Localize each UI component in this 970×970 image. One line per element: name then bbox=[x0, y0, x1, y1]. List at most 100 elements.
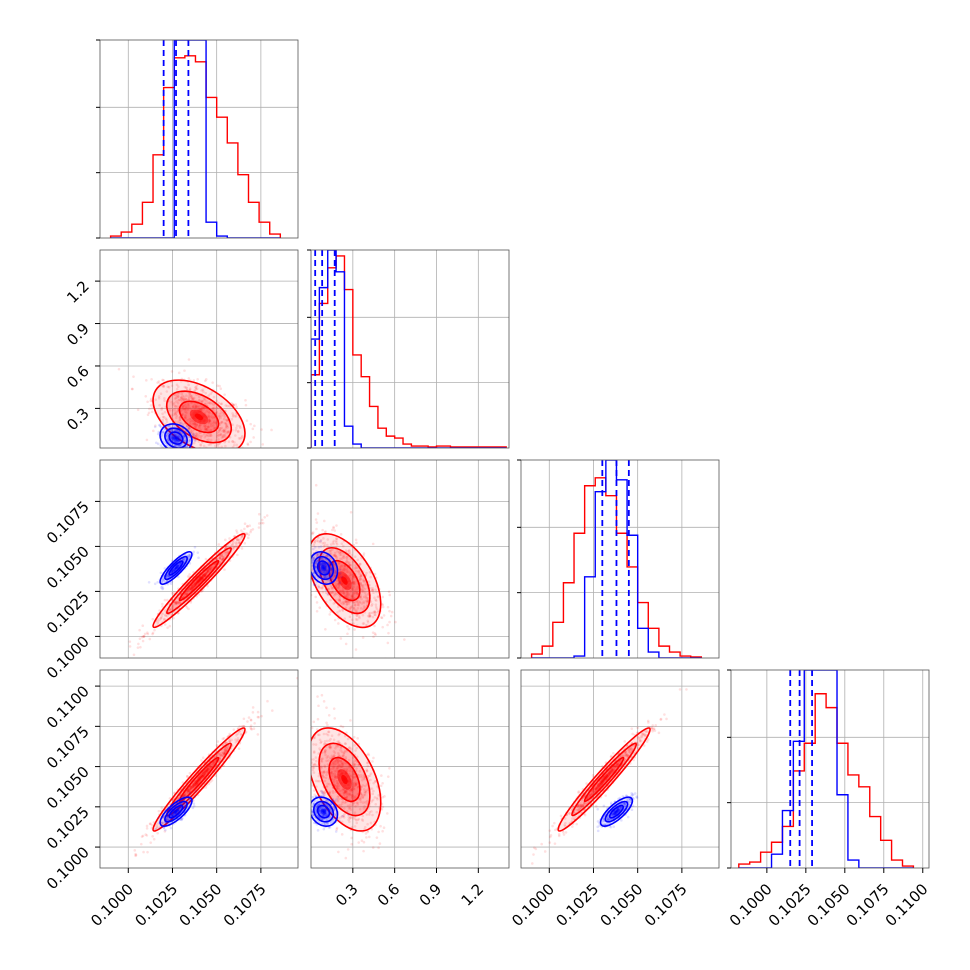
scatter-point bbox=[311, 532, 314, 536]
scatter-point bbox=[215, 399, 219, 403]
scatter-point bbox=[355, 746, 359, 750]
scatter-point bbox=[210, 434, 213, 437]
gridlines bbox=[731, 670, 929, 868]
scatter-point bbox=[321, 553, 325, 556]
scatter-point bbox=[246, 443, 250, 447]
scatter-point bbox=[362, 622, 366, 625]
scatter-point bbox=[242, 724, 245, 728]
scatter-point bbox=[219, 554, 223, 557]
scatter-point bbox=[166, 433, 169, 437]
scatter-point bbox=[145, 827, 149, 830]
scatter-point bbox=[322, 545, 326, 548]
scatter-point bbox=[174, 396, 178, 400]
scatter-point bbox=[313, 541, 316, 545]
scatter-point bbox=[178, 602, 182, 605]
scatter-point bbox=[154, 424, 157, 427]
scatter-point bbox=[321, 773, 325, 776]
scatter-point bbox=[334, 539, 338, 543]
scatter-point bbox=[138, 628, 141, 632]
scatter-point bbox=[208, 419, 212, 423]
scatter-point bbox=[354, 804, 357, 808]
scatter-point bbox=[351, 773, 355, 776]
scatter-point bbox=[366, 599, 369, 603]
scatter-point bbox=[362, 849, 365, 853]
scatter-point bbox=[350, 796, 354, 800]
scatter-point bbox=[369, 772, 373, 775]
scatter-point bbox=[378, 842, 382, 845]
scatter-point bbox=[156, 823, 159, 826]
scatter-point bbox=[363, 591, 367, 594]
contour-bands-blue bbox=[311, 551, 339, 586]
scatter-point bbox=[345, 600, 349, 604]
scatter-point bbox=[327, 730, 331, 734]
scatter-point bbox=[216, 384, 219, 387]
scatter-point bbox=[328, 613, 332, 616]
scatter-point bbox=[362, 793, 365, 797]
scatter-point bbox=[342, 815, 346, 819]
scatter-point bbox=[166, 438, 170, 441]
scatter-point bbox=[149, 841, 153, 844]
scatter-point bbox=[312, 720, 316, 724]
scatter-point bbox=[363, 587, 367, 591]
scatter-point bbox=[226, 425, 230, 429]
scatter-point bbox=[332, 764, 335, 768]
scatter-point bbox=[380, 808, 384, 811]
scatter-point bbox=[184, 416, 187, 420]
scatter-point bbox=[193, 425, 197, 429]
scatter-point bbox=[313, 545, 317, 549]
scatter-point bbox=[192, 379, 196, 382]
scatter-point bbox=[351, 576, 354, 579]
scatter-point bbox=[335, 798, 338, 801]
scatter-point bbox=[328, 579, 332, 583]
scatter-point bbox=[368, 615, 371, 619]
scatter-point bbox=[321, 770, 324, 774]
scatter-point bbox=[198, 426, 201, 429]
scatter-point bbox=[388, 609, 391, 613]
scatter-point bbox=[186, 407, 190, 410]
scatter-point bbox=[358, 616, 361, 620]
scatter-point bbox=[207, 415, 211, 418]
scatter-point bbox=[347, 593, 351, 596]
scatter-point bbox=[362, 589, 365, 593]
scatter-point bbox=[221, 555, 225, 559]
scatter-point bbox=[372, 635, 375, 639]
scatter-point bbox=[188, 791, 192, 795]
scatter-point bbox=[329, 552, 333, 555]
scatter-point bbox=[388, 766, 391, 770]
scatter-point bbox=[322, 743, 326, 746]
scatter-point bbox=[161, 602, 164, 606]
scatter-point bbox=[164, 427, 168, 431]
scatter-point bbox=[369, 821, 373, 825]
scatter-point bbox=[192, 433, 196, 436]
scatter-point bbox=[335, 770, 338, 773]
scatter-point bbox=[328, 745, 331, 748]
scatter-point bbox=[181, 449, 184, 452]
scatter-point bbox=[219, 561, 222, 564]
scatter-point bbox=[132, 375, 135, 378]
scatter-point bbox=[379, 784, 383, 788]
scatter-point bbox=[151, 632, 154, 636]
scatter-point bbox=[352, 607, 356, 610]
scatter-point bbox=[338, 763, 341, 767]
scatter-point bbox=[142, 635, 145, 638]
scatter-point bbox=[161, 579, 165, 582]
scatter-point bbox=[358, 807, 362, 811]
scatter-point bbox=[359, 607, 363, 610]
scatter-point bbox=[197, 407, 200, 411]
scatter-point bbox=[338, 551, 341, 555]
scatter-point bbox=[364, 599, 368, 603]
scatter-point bbox=[151, 834, 154, 838]
scatter-point bbox=[325, 570, 329, 573]
scatter-point bbox=[353, 744, 357, 747]
scatter-point bbox=[192, 802, 196, 805]
scatter-point bbox=[314, 583, 317, 587]
scatter-point bbox=[187, 396, 191, 400]
histogram-red bbox=[311, 255, 507, 448]
scatter-point bbox=[223, 749, 226, 753]
scatter-point bbox=[381, 595, 385, 599]
scatter-point bbox=[165, 614, 169, 618]
scatter-point bbox=[325, 771, 329, 774]
scatter-point bbox=[340, 542, 344, 545]
scatter-point bbox=[366, 774, 370, 778]
scatter-point bbox=[339, 572, 342, 575]
